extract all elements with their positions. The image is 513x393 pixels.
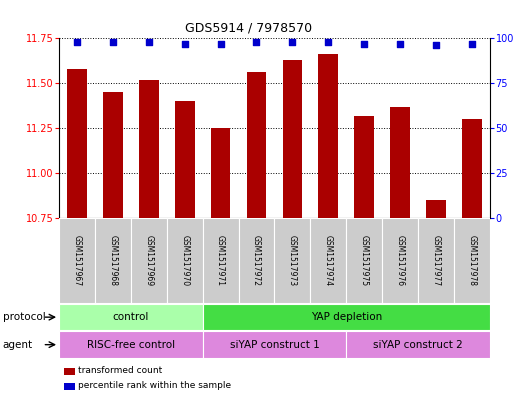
Bar bbox=[103, 92, 123, 218]
Text: percentile rank within the sample: percentile rank within the sample bbox=[78, 382, 231, 390]
Text: GSM1517970: GSM1517970 bbox=[180, 235, 189, 286]
Point bbox=[360, 40, 368, 47]
Text: protocol: protocol bbox=[3, 312, 45, 322]
Bar bbox=[67, 69, 87, 218]
Text: RISC-free control: RISC-free control bbox=[87, 340, 175, 350]
Text: GSM1517971: GSM1517971 bbox=[216, 235, 225, 286]
Text: YAP depletion: YAP depletion bbox=[311, 312, 382, 322]
Bar bbox=[175, 101, 194, 218]
Point bbox=[432, 42, 440, 48]
Bar bbox=[203, 304, 490, 331]
Text: GSM1517968: GSM1517968 bbox=[108, 235, 117, 286]
Bar bbox=[59, 331, 203, 358]
Text: GSM1517978: GSM1517978 bbox=[467, 235, 477, 286]
Bar bbox=[283, 60, 302, 218]
Point bbox=[288, 39, 297, 45]
Bar bbox=[95, 218, 131, 303]
Bar bbox=[382, 218, 418, 303]
Text: GSM1517975: GSM1517975 bbox=[360, 235, 369, 286]
Bar bbox=[59, 218, 95, 303]
Bar bbox=[346, 331, 490, 358]
Text: GSM1517977: GSM1517977 bbox=[431, 235, 441, 286]
Point bbox=[181, 40, 189, 47]
Bar bbox=[59, 304, 203, 331]
Text: GSM1517974: GSM1517974 bbox=[324, 235, 333, 286]
Bar bbox=[274, 218, 310, 303]
Bar bbox=[167, 218, 203, 303]
Bar bbox=[203, 218, 239, 303]
Text: GSM1517967: GSM1517967 bbox=[72, 235, 82, 286]
Bar bbox=[310, 218, 346, 303]
Text: GSM1517972: GSM1517972 bbox=[252, 235, 261, 286]
Point bbox=[468, 40, 476, 47]
Bar bbox=[239, 218, 274, 303]
Bar bbox=[390, 107, 410, 218]
Text: transformed count: transformed count bbox=[78, 367, 163, 375]
Point bbox=[396, 40, 404, 47]
Text: control: control bbox=[113, 312, 149, 322]
Text: GSM1517973: GSM1517973 bbox=[288, 235, 297, 286]
Bar bbox=[454, 218, 490, 303]
Bar bbox=[354, 116, 374, 218]
Point bbox=[252, 39, 261, 45]
Bar bbox=[203, 331, 346, 358]
Bar bbox=[131, 218, 167, 303]
Bar bbox=[247, 72, 266, 218]
Point bbox=[324, 39, 332, 45]
Text: GSM1517976: GSM1517976 bbox=[396, 235, 405, 286]
Bar bbox=[139, 79, 159, 218]
Text: GDS5914 / 7978570: GDS5914 / 7978570 bbox=[185, 21, 312, 34]
Point bbox=[145, 39, 153, 45]
Bar bbox=[462, 119, 482, 218]
Point bbox=[216, 40, 225, 47]
Text: GSM1517969: GSM1517969 bbox=[144, 235, 153, 286]
Bar bbox=[211, 128, 230, 218]
Point bbox=[73, 39, 81, 45]
Bar bbox=[418, 218, 454, 303]
Text: siYAP construct 2: siYAP construct 2 bbox=[373, 340, 463, 350]
Bar bbox=[346, 218, 382, 303]
Bar bbox=[319, 54, 338, 218]
Text: siYAP construct 1: siYAP construct 1 bbox=[230, 340, 319, 350]
Text: agent: agent bbox=[3, 340, 33, 350]
Point bbox=[109, 39, 117, 45]
Bar bbox=[426, 200, 446, 218]
